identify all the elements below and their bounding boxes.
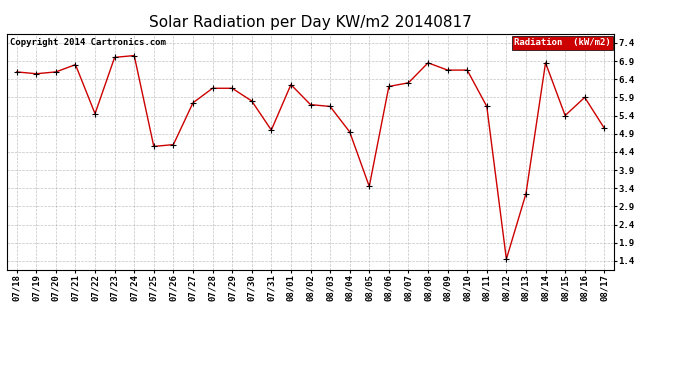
- Title: Solar Radiation per Day KW/m2 20140817: Solar Radiation per Day KW/m2 20140817: [149, 15, 472, 30]
- Text: Radiation  (kW/m2): Radiation (kW/m2): [514, 39, 611, 48]
- Text: Copyright 2014 Cartronics.com: Copyright 2014 Cartronics.com: [10, 39, 166, 48]
